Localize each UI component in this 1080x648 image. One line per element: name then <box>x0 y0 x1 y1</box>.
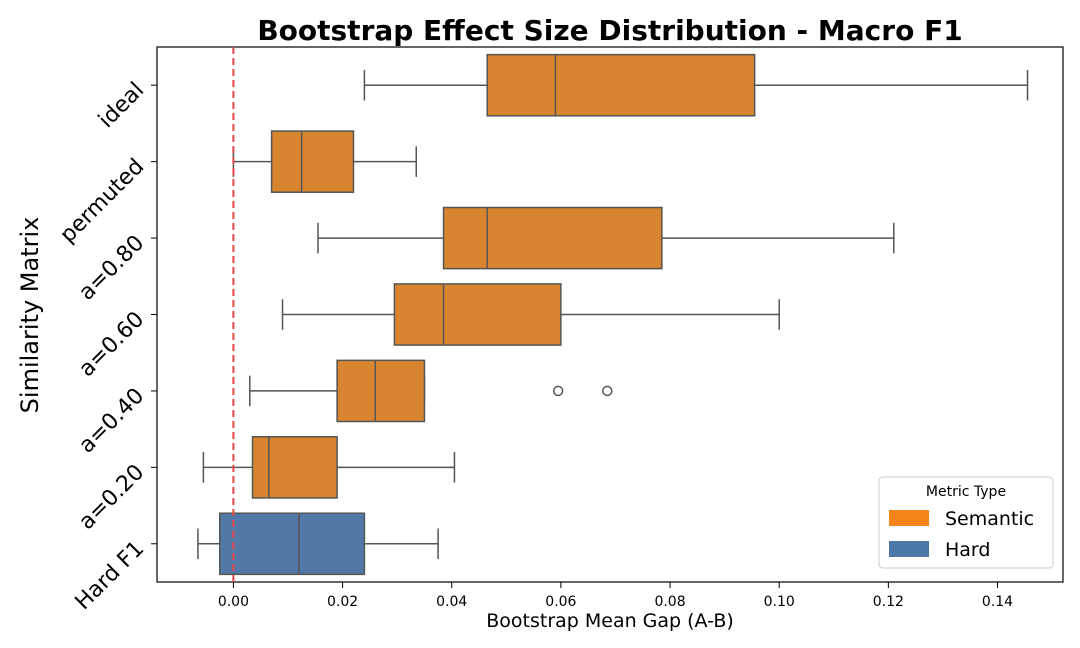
box-a-0-20 <box>251 436 338 499</box>
y-tick-label: a=0.20 <box>74 460 149 535</box>
legend-swatch <box>889 541 929 557</box>
x-tick-label: 0.14 <box>982 594 1013 610</box>
outlier-point <box>552 385 564 397</box>
x-tick-label: 0.04 <box>436 594 467 610</box>
box-a-0-60 <box>393 283 562 346</box>
y-axis-label: Similarity Matrix <box>16 217 44 414</box>
y-tick-label: permuted <box>55 154 149 248</box>
box-ideal <box>486 53 756 117</box>
x-tick-label: 0.02 <box>327 594 358 610</box>
box-a-0-40 <box>336 359 426 423</box>
x-axis-label: Bootstrap Mean Gap (A-B) <box>486 610 734 632</box>
legend: Metric Type Semantic Hard <box>878 476 1054 569</box>
y-tick-label: a=0.80 <box>74 231 149 306</box>
x-tick-label: 0.08 <box>654 594 685 610</box>
x-tick-label: 0.06 <box>545 594 576 610</box>
legend-label: Hard <box>945 539 990 561</box>
legend-swatch <box>889 510 929 526</box>
legend-title: Metric Type <box>926 484 1006 500</box>
x-tick-label: 0.00 <box>218 594 249 610</box>
box-a-0-80 <box>442 206 663 270</box>
box-hard-f1 <box>219 512 366 576</box>
y-tick-label: a=0.40 <box>74 383 149 458</box>
y-tick-label: a=0.60 <box>74 307 149 382</box>
legend-label: Semantic <box>945 508 1034 530</box>
chart-title: Bootstrap Effect Size Distribution - Mac… <box>257 14 962 47</box>
x-tick-label: 0.12 <box>873 594 904 610</box>
outlier-point <box>602 385 613 397</box>
x-tick-label: 0.10 <box>764 594 795 610</box>
box-permuted <box>270 130 355 193</box>
y-tick-label: Hard F1 <box>71 536 150 615</box>
y-tick-label: ideal <box>94 78 149 133</box>
